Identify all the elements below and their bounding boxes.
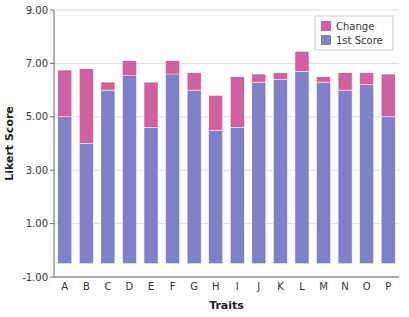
x-tick-label: C [104, 281, 111, 292]
x-tick-label: F [170, 281, 176, 292]
y-tick [50, 116, 54, 117]
bar [230, 77, 244, 128]
x-tick-label: A [61, 281, 68, 292]
legend-swatch [321, 35, 331, 45]
x-tick-label: M [319, 281, 328, 292]
x-tick-label: D [126, 281, 134, 292]
x-tick-label: P [385, 281, 391, 292]
y-tick [50, 63, 54, 64]
bar [122, 61, 136, 76]
grid-line [54, 10, 399, 11]
bar [273, 73, 287, 80]
x-tick-label: O [363, 281, 371, 292]
bars [58, 51, 395, 263]
y-tick-label: 3.00 [26, 165, 48, 176]
x-tick-label: I [236, 281, 239, 292]
bar [58, 117, 72, 264]
x-tick-label: G [190, 281, 198, 292]
y-tick-label: 5.00 [26, 111, 48, 122]
x-tick-label: J [256, 281, 260, 292]
bar [166, 61, 180, 74]
bar [209, 130, 223, 264]
bar [338, 90, 352, 264]
legend: Change 1st Score [315, 16, 393, 50]
x-tick-label: K [277, 281, 284, 292]
grid [54, 10, 399, 277]
bar [252, 74, 266, 82]
legend-box [315, 16, 393, 50]
legend-swatch [321, 21, 331, 31]
legend-label: 1st Score [336, 35, 383, 46]
bar [101, 90, 115, 264]
legend-label: Change [336, 21, 374, 32]
bar [122, 61, 136, 264]
y-tick-label: 9.00 [26, 5, 48, 16]
bar [252, 82, 266, 264]
bar [79, 69, 93, 144]
y-axis-label: Likert Score [3, 106, 16, 181]
bar [360, 73, 374, 85]
x-tick-label: L [299, 281, 305, 292]
chart: -1.00 1.00 3.00 5.00 7.00 9.00 A B C D E F G H I J K L M N O… [0, 0, 409, 317]
bar [209, 95, 223, 130]
bar [317, 82, 331, 264]
bar [58, 70, 72, 117]
x-tick-label: N [341, 281, 348, 292]
x-axis-label: Traits [209, 299, 244, 312]
bar [79, 144, 93, 264]
bar [295, 71, 309, 263]
bar [144, 82, 158, 127]
y-tick-label: -1.00 [22, 272, 48, 283]
bar [187, 73, 201, 90]
y-tick [50, 10, 54, 11]
bar [101, 82, 115, 90]
x-tick-label: B [83, 281, 90, 292]
bar [273, 79, 287, 263]
bar [230, 127, 244, 263]
bar [360, 85, 374, 264]
bar [381, 74, 395, 117]
x-axis [54, 277, 399, 278]
bar [187, 90, 201, 264]
y-tick [50, 170, 54, 171]
grid-line [54, 277, 399, 278]
y-tick [50, 277, 54, 278]
bar [381, 117, 395, 264]
y-tick [50, 223, 54, 224]
bar [144, 127, 158, 263]
bar [317, 77, 331, 82]
bar [295, 51, 309, 71]
grid-line [54, 63, 399, 64]
x-tick-label: E [148, 281, 154, 292]
y-tick-label: 7.00 [26, 58, 48, 69]
y-axis [54, 10, 55, 277]
bar [166, 61, 180, 264]
bar [338, 73, 352, 90]
x-tick-label: H [212, 281, 220, 292]
y-tick-label: 1.00 [26, 218, 48, 229]
